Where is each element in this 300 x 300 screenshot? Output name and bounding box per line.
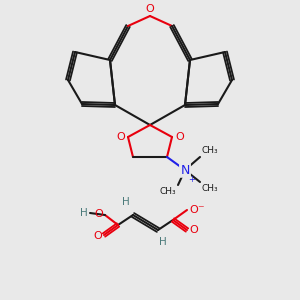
Text: H: H: [122, 197, 130, 207]
Text: CH₃: CH₃: [159, 187, 176, 196]
Text: +: +: [188, 175, 195, 184]
Text: H: H: [80, 208, 88, 218]
Text: CH₃: CH₃: [202, 146, 219, 155]
Text: O: O: [175, 132, 184, 142]
Text: O: O: [146, 4, 154, 14]
Text: N: N: [180, 164, 190, 176]
Text: CH₃: CH₃: [202, 184, 219, 193]
Text: O: O: [116, 132, 125, 142]
Text: O: O: [94, 209, 103, 219]
Text: O: O: [93, 231, 102, 241]
Text: O: O: [189, 225, 198, 235]
Text: H: H: [159, 237, 167, 247]
Text: ⁻: ⁻: [197, 203, 204, 217]
Text: O: O: [189, 205, 198, 215]
